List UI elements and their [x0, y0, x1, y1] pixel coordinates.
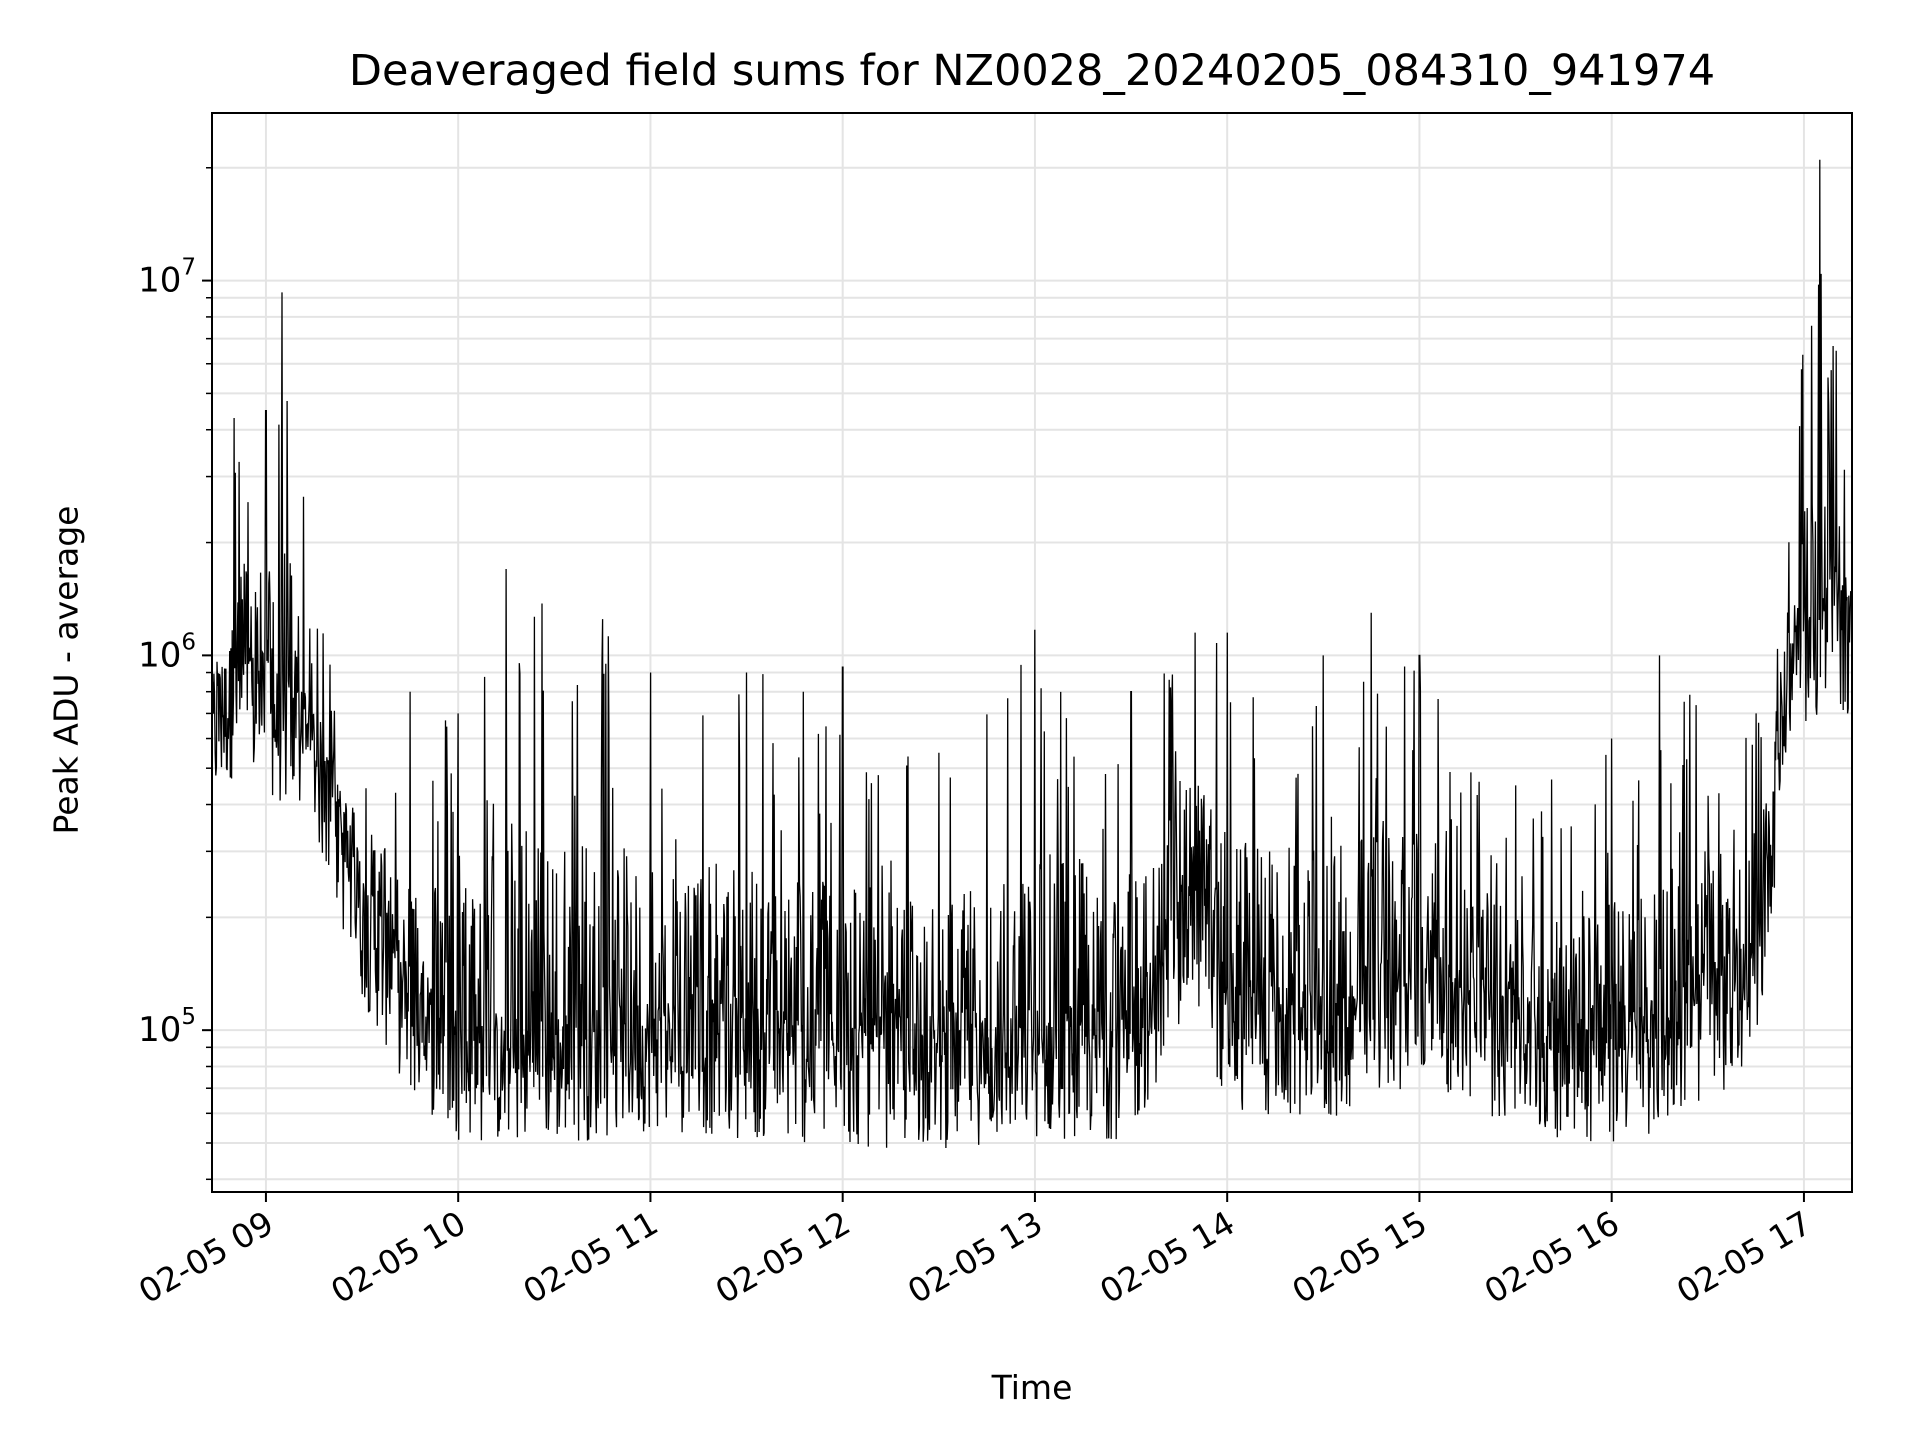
y-tick-label: 107 — [138, 255, 196, 301]
y-tick-label: 106 — [138, 629, 196, 675]
plot-area-frame — [211, 112, 1853, 1193]
series-line — [211, 159, 1853, 1149]
y-tick-label: 105 — [138, 1004, 196, 1050]
y-axis-label: Peak ADU - average — [46, 505, 86, 835]
data-series — [211, 159, 1853, 1149]
axis-ticks — [202, 167, 1805, 1202]
chart-title: Deaveraged field sums for NZ0028_2024020… — [348, 46, 1716, 96]
x-axis-label: Time — [991, 1368, 1073, 1407]
